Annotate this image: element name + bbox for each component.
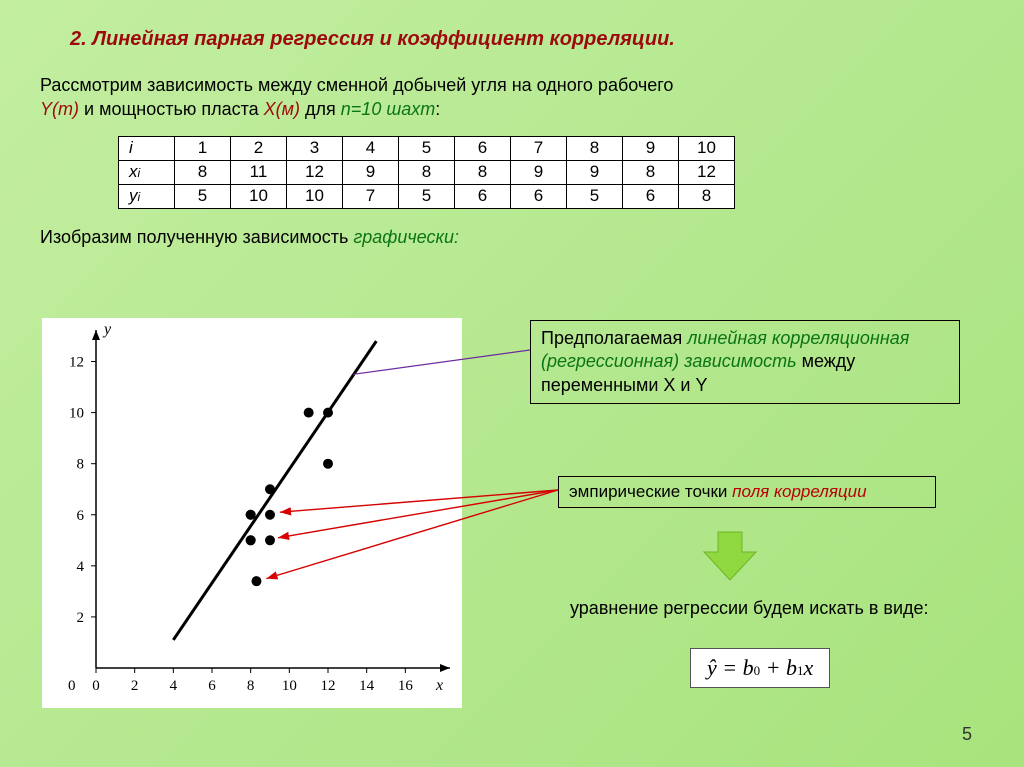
eq-x: x [803,655,813,680]
svg-text:0: 0 [92,678,100,694]
graph-caption-ital: графически: [353,227,459,247]
intro-n10: n=10 шахт [341,99,436,119]
eq-lhs: ŷ [707,655,717,680]
regression-equation: ŷ = b0 + b1x [690,648,830,688]
page-number: 5 [962,724,972,745]
svg-text:12: 12 [69,355,84,371]
svg-text:6: 6 [77,508,85,524]
intro-yt: Y(т) [40,99,79,119]
callout1-p1: Предполагаемая [541,328,687,348]
eq-b0: b [743,655,754,680]
svg-text:8: 8 [77,457,85,473]
intro-xm: X(м) [264,99,300,119]
svg-text:8: 8 [247,678,255,694]
data-table: i12345678910 xi8111298899812 yi510107566… [118,136,735,209]
callout-regression-line: Предполагаемая линейная корреляционная (… [530,320,960,404]
table-row-y: yi510107566568 [119,184,735,208]
arrow-down-icon [700,530,760,582]
svg-text:4: 4 [170,678,178,694]
scatter-chart: 0 2 4 6 8 10 12 14 16 2 4 6 8 10 12 0 x y [42,318,462,708]
svg-text:x: x [435,677,443,694]
callout2-red: поля корреляции [732,482,866,501]
section-title: 2. Линейная парная регрессия и коэффицие… [0,0,1024,51]
callout-empirical-points: эмпирические точки поля корреляции [558,476,936,508]
svg-text:y: y [102,321,112,338]
eq-plus: + [760,655,786,680]
svg-text:2: 2 [77,610,85,626]
equation-intro-text: уравнение регрессии будем искать в виде: [570,598,929,619]
intro-text: Рассмотрим зависимость между сменной доб… [0,51,1024,122]
svg-text:10: 10 [282,678,297,694]
svg-text:2: 2 [131,678,139,694]
svg-text:10: 10 [69,406,84,422]
svg-text:0: 0 [68,678,76,694]
svg-text:4: 4 [77,559,85,575]
intro-p3: для [305,99,341,119]
chart-svg: 0 2 4 6 8 10 12 14 16 2 4 6 8 10 12 0 x y [42,318,462,708]
intro-p4: : [435,99,440,119]
table-row-x: xi8111298899812 [119,160,735,184]
graph-caption-p1: Изобразим полученную зависимость [40,227,353,247]
eq-b1: b [786,655,797,680]
graph-caption: Изобразим полученную зависимость графиче… [0,209,1024,248]
callout2-p1: эмпирические точки [569,482,732,501]
svg-text:14: 14 [359,678,375,694]
eq-eq: = [717,655,743,680]
svg-text:6: 6 [208,678,216,694]
svg-text:16: 16 [398,678,414,694]
intro-p2: и мощностью пласта [84,99,264,119]
svg-text:12: 12 [321,678,336,694]
intro-p1: Рассмотрим зависимость между сменной доб… [40,75,673,95]
table-row-header: i12345678910 [119,136,735,160]
